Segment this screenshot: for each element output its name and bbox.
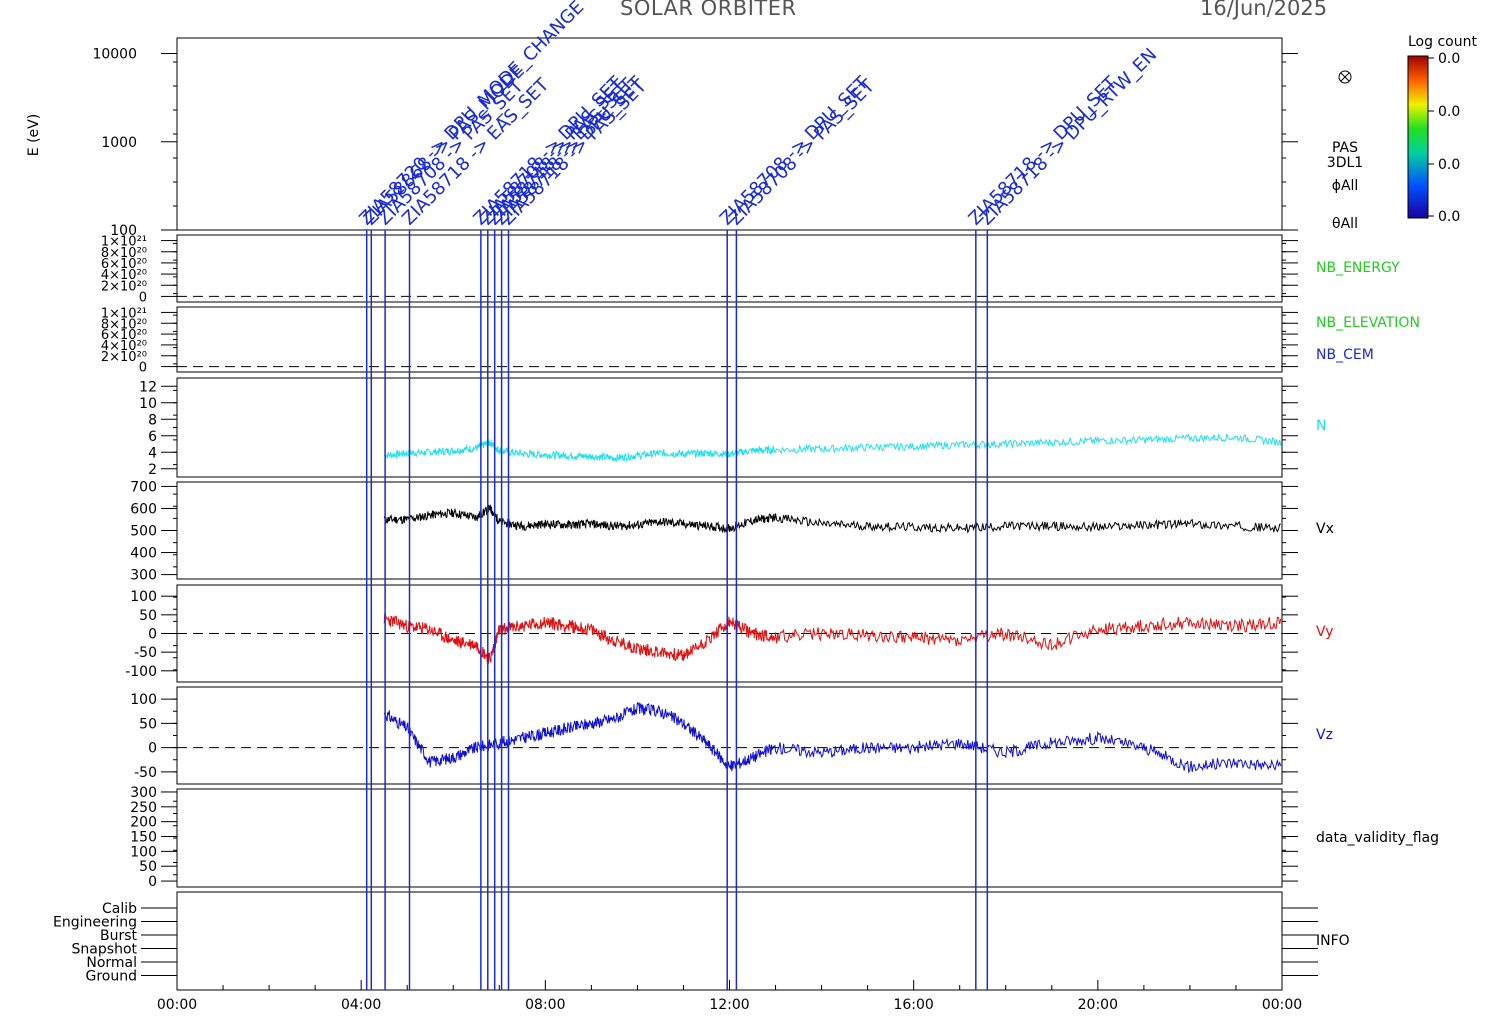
- density-ticklabel: 12: [139, 379, 157, 395]
- nb-energy-frame: [176, 234, 1283, 303]
- info-level-label: Ground: [86, 969, 138, 985]
- event-marker-label: ZIA58708 -> PAS_SET: [725, 75, 879, 229]
- density-ticklabel: 10: [139, 396, 157, 412]
- validity-ticklabel: 50: [139, 859, 157, 875]
- x-ticklabel: 08:00: [525, 997, 565, 1013]
- vz-ticklabel: 50: [139, 716, 157, 732]
- date-title: 16/Jun/2025: [1200, 0, 1328, 20]
- instrument-label: PAS: [1332, 140, 1358, 156]
- vz-trace: [383, 701, 1282, 774]
- info-level-label: Burst: [100, 928, 138, 944]
- legend-nb-cem: NB_CEM: [1316, 347, 1374, 363]
- instrument-label: ϕAll: [1332, 178, 1359, 194]
- spectrogram-ticklabel: 10000: [92, 47, 137, 63]
- colorbar: [1407, 55, 1429, 219]
- vx-ticklabel: 400: [130, 546, 157, 562]
- event-marker-label: ZIA58718 -> DPU_RTW_EN: [976, 44, 1161, 229]
- density-ticklabel: 6: [148, 429, 157, 445]
- legend-info: INFO: [1316, 933, 1350, 949]
- x-ticklabel: 00:00: [1262, 997, 1302, 1013]
- vy-ticklabel: -100: [125, 664, 157, 680]
- x-ticklabel: 16:00: [893, 997, 933, 1013]
- crossed-circle-icon: [1338, 70, 1352, 84]
- vz-ticklabel: -50: [134, 765, 157, 781]
- vy-ticklabel: 0: [148, 627, 157, 643]
- vy-ticklabel: 100: [130, 589, 157, 605]
- colorbar-ticklabel: 0.0: [1438, 104, 1460, 120]
- density-trace: [383, 433, 1282, 462]
- validity-ticklabel: 200: [130, 815, 157, 831]
- vz-ticklabel: 100: [130, 692, 157, 708]
- vy-trace: [383, 612, 1282, 665]
- nb-energy-ticklabel: 8×10²⁰: [101, 246, 147, 261]
- validity-ticklabel: 250: [130, 800, 157, 816]
- x-ticklabel: 00:00: [157, 997, 197, 1013]
- x-ticklabel: 04:00: [341, 997, 381, 1013]
- nb-energy-ticklabel: 2×10²⁰: [101, 279, 147, 294]
- nb-elevation-ticklabel: 4×10²⁰: [101, 339, 147, 354]
- nb-elevation-ticklabel: 2×10²⁰: [101, 350, 147, 365]
- crossed-circle-icon-line: [1340, 72, 1350, 82]
- nb-energy-ticklabel: 0: [139, 290, 147, 305]
- validity-ticklabel: 0: [148, 874, 157, 890]
- spectrogram-ylabel: E (eV): [26, 114, 42, 156]
- colorbar-ticklabel: 0.0: [1438, 157, 1460, 173]
- vx-ticklabel: 600: [130, 501, 157, 517]
- density-frame: [176, 377, 1283, 478]
- legend-vz: Vz: [1316, 727, 1333, 743]
- vy-ticklabel: 50: [139, 608, 157, 624]
- nb-energy-ticklabel: 6×10²⁰: [101, 257, 147, 272]
- info-level-label: Snapshot: [72, 942, 138, 958]
- info-level-label: Calib: [102, 901, 137, 917]
- density-ticklabel: 4: [148, 445, 157, 461]
- legend-vx: Vx: [1316, 521, 1334, 537]
- spectrogram-ticklabel: 1000: [101, 135, 137, 151]
- validity-ticklabel: 150: [130, 830, 157, 846]
- legend-validity: data_validity_flag: [1316, 830, 1439, 846]
- vx-ticklabel: 500: [130, 524, 157, 540]
- legend-nb-energy: NB_ENERGY: [1316, 260, 1400, 276]
- colorbar-title: Log count: [1408, 34, 1477, 50]
- info-frame: [176, 891, 1283, 991]
- nb-elevation-ticklabel: 8×10²⁰: [101, 317, 147, 332]
- vz-frame: [176, 686, 1283, 785]
- info-level-label: Engineering: [53, 915, 137, 931]
- validity-ticklabel: 100: [130, 844, 157, 860]
- vz-ticklabel: 0: [148, 741, 157, 757]
- vx-ticklabel: 300: [130, 568, 157, 584]
- x-ticklabel: 12:00: [709, 997, 749, 1013]
- colorbar-ticklabel: 0.0: [1438, 51, 1460, 67]
- validity-frame: [176, 788, 1283, 888]
- vx-ticklabel: 700: [130, 479, 157, 495]
- instrument-label: θAll: [1332, 216, 1358, 232]
- nb-elevation-ticklabel: 6×10²⁰: [101, 328, 147, 343]
- info-level-label: Normal: [86, 955, 137, 971]
- density-ticklabel: 2: [148, 462, 157, 478]
- colorbar-ticklabel: 0.0: [1438, 209, 1460, 225]
- vy-ticklabel: -50: [134, 645, 157, 661]
- legend-n: N: [1316, 418, 1326, 434]
- nb-elevation-frame: [176, 306, 1283, 373]
- legend-vy: Vy: [1316, 624, 1334, 640]
- mission-title: SOLAR ORBITER: [620, 0, 797, 20]
- nb-elevation-ticklabel: 0: [139, 361, 147, 376]
- spectrogram-ticklabel: 100: [110, 223, 137, 239]
- vx-trace: [383, 504, 1282, 534]
- nb-energy-ticklabel: 4×10²⁰: [101, 268, 147, 283]
- x-ticklabel: 20:00: [1078, 997, 1118, 1013]
- validity-ticklabel: 300: [130, 785, 157, 801]
- nb-energy-ticklabel: 1×10²¹: [101, 235, 147, 250]
- instrument-label: 3DL1: [1327, 155, 1363, 171]
- density-ticklabel: 8: [148, 412, 157, 428]
- nb-elevation-ticklabel: 1×10²¹: [101, 306, 147, 321]
- legend-nb-elevation: NB_ELEVATION: [1316, 315, 1420, 331]
